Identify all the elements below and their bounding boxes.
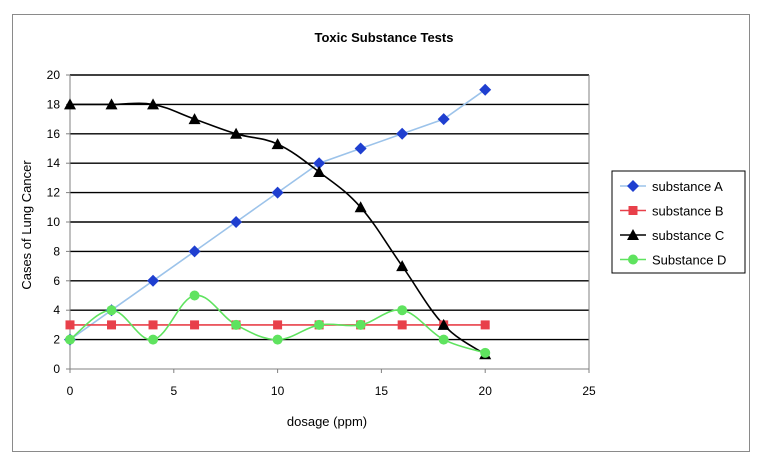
data-point-substance-d — [355, 319, 366, 330]
data-point-substance-b — [397, 320, 407, 330]
legend-entry-substance-c: substance C — [620, 228, 724, 243]
legend-marker-substance-a — [627, 180, 639, 192]
y-tick-label: 18 — [47, 97, 61, 111]
y-tick-labels: 0 2 4 6 8 10 12 14 16 18 20 — [47, 68, 61, 376]
y-tick-label: 12 — [47, 186, 61, 200]
data-point-substance-d — [397, 305, 408, 316]
y-tick-label: 0 — [53, 362, 60, 376]
y-tick-label: 2 — [53, 333, 60, 347]
data-point-substance-c — [271, 138, 284, 150]
data-point-substance-b — [65, 320, 75, 330]
y-tick-label: 16 — [47, 127, 61, 141]
legend-label-substance-a: substance A — [652, 179, 723, 194]
data-point-substance-d — [106, 305, 117, 316]
data-point-substance-d — [65, 334, 75, 345]
data-point-substance-b — [107, 320, 117, 330]
gridlines — [70, 74, 589, 341]
data-point-substance-d — [148, 334, 159, 345]
x-tick-label: 15 — [375, 384, 389, 398]
legend-label-substance-c: substance C — [652, 228, 724, 243]
x-tick-labels: 0 5 10 15 20 25 — [67, 384, 596, 398]
data-point-substance-a — [479, 83, 492, 96]
legend-entry-substance-d: Substance D — [620, 253, 726, 268]
legend-marker-substance-d — [628, 254, 638, 265]
x-tick-label: 0 — [67, 384, 74, 398]
data-point-substance-d — [231, 319, 242, 330]
x-tick-label: 5 — [170, 384, 177, 398]
data-point-substance-a — [271, 186, 284, 199]
data-point-substance-a — [188, 245, 201, 258]
data-point-substance-c — [188, 113, 201, 125]
data-point-substance-a — [396, 127, 409, 140]
data-point-substance-d — [189, 290, 200, 301]
data-point-substance-c — [64, 98, 76, 110]
x-tick-label: 10 — [271, 384, 285, 398]
series-markers — [64, 83, 492, 360]
data-point-substance-c — [396, 260, 409, 272]
data-point-substance-c — [354, 201, 367, 213]
legend: substance A substance B substance C Substan… — [611, 170, 746, 274]
legend-label-substance-b: substance B — [652, 204, 724, 219]
data-point-substance-b — [148, 320, 158, 330]
legend-marker-substance-c — [627, 229, 639, 240]
data-point-substance-d — [480, 347, 491, 358]
x-axis-label: dosage (ppm) — [287, 414, 367, 429]
y-tick-label: 10 — [47, 215, 61, 229]
chart-title: Toxic Substance Tests — [315, 30, 454, 45]
data-point-substance-b — [480, 320, 490, 330]
legend-entry-substance-a: substance A — [620, 179, 723, 194]
y-tick-label: 6 — [53, 274, 60, 288]
legend-marker-substance-b — [628, 206, 638, 215]
data-point-substance-d — [272, 334, 283, 345]
legend-entry-substance-b: substance B — [620, 204, 724, 219]
data-point-substance-a — [230, 216, 243, 228]
data-point-substance-a — [437, 113, 450, 126]
data-point-substance-b — [273, 320, 283, 330]
data-point-substance-d — [438, 334, 449, 345]
y-tick-label: 20 — [47, 68, 61, 82]
y-axis-label: Cases of Lung Cancer — [19, 160, 34, 290]
data-point-substance-c — [105, 98, 118, 110]
data-point-substance-c — [313, 166, 326, 178]
y-tick-label: 8 — [53, 244, 60, 258]
axes — [66, 74, 590, 373]
data-point-substance-c — [230, 127, 243, 139]
x-tick-label: 20 — [479, 384, 493, 398]
data-point-substance-d — [314, 319, 325, 330]
data-point-substance-b — [190, 320, 200, 330]
legend-label-substance-d: Substance D — [652, 253, 726, 268]
x-tick-label: 25 — [582, 384, 596, 398]
y-tick-label: 4 — [53, 303, 60, 317]
data-point-substance-a — [147, 274, 160, 287]
data-point-substance-c — [147, 98, 160, 110]
y-tick-label: 14 — [47, 156, 61, 170]
data-point-substance-a — [313, 157, 326, 170]
data-point-substance-a — [354, 142, 367, 155]
data-point-substance-c — [437, 318, 450, 330]
